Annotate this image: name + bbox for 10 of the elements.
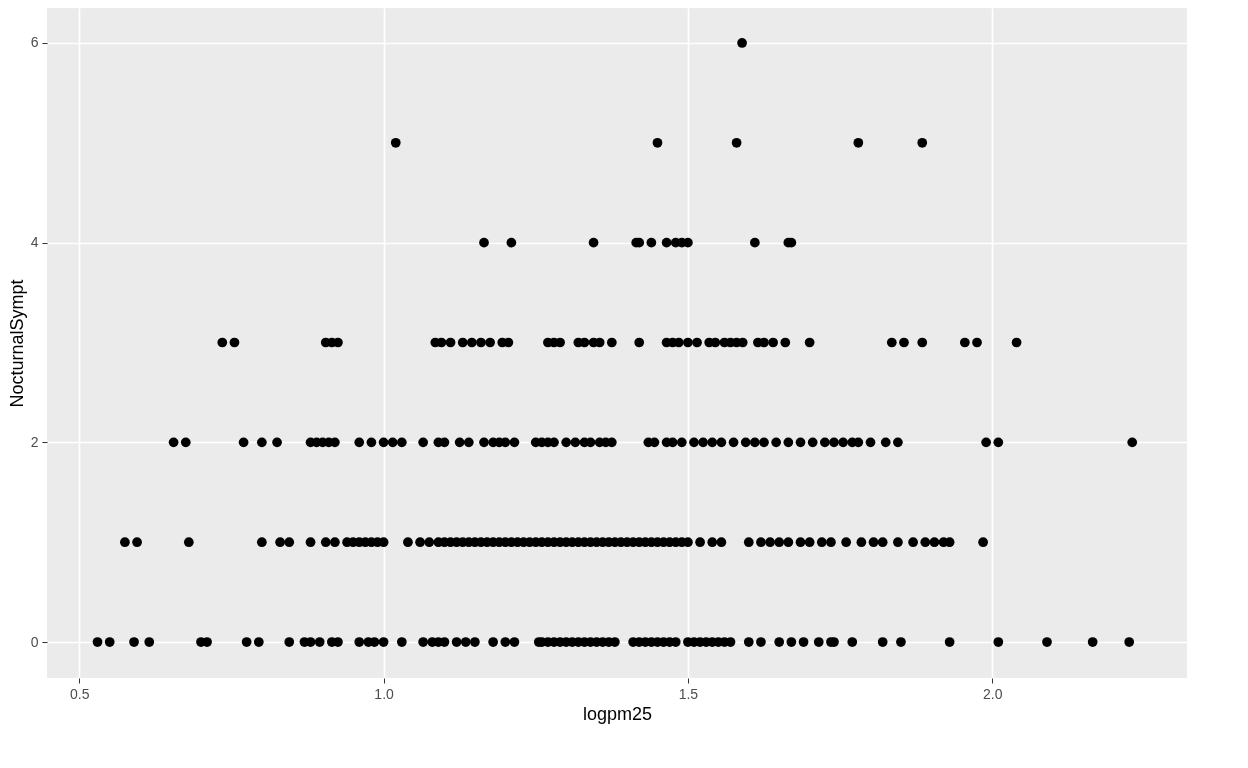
y-tick-label: 0 — [30, 633, 39, 650]
x-tick-label: 1.0 — [374, 685, 395, 702]
y-tick-label: 4 — [30, 234, 39, 251]
y-tick-label: 2 — [30, 433, 39, 450]
x-axis-title: logpm25 — [582, 703, 653, 724]
y-tick-label: 6 — [30, 34, 39, 51]
x-tick-label: 2.0 — [983, 685, 1003, 702]
x-tick-label: 0.5 — [70, 685, 90, 702]
y-axis-title: NocturnalSympt — [6, 279, 27, 408]
x-tick-label: 1.5 — [678, 685, 699, 702]
